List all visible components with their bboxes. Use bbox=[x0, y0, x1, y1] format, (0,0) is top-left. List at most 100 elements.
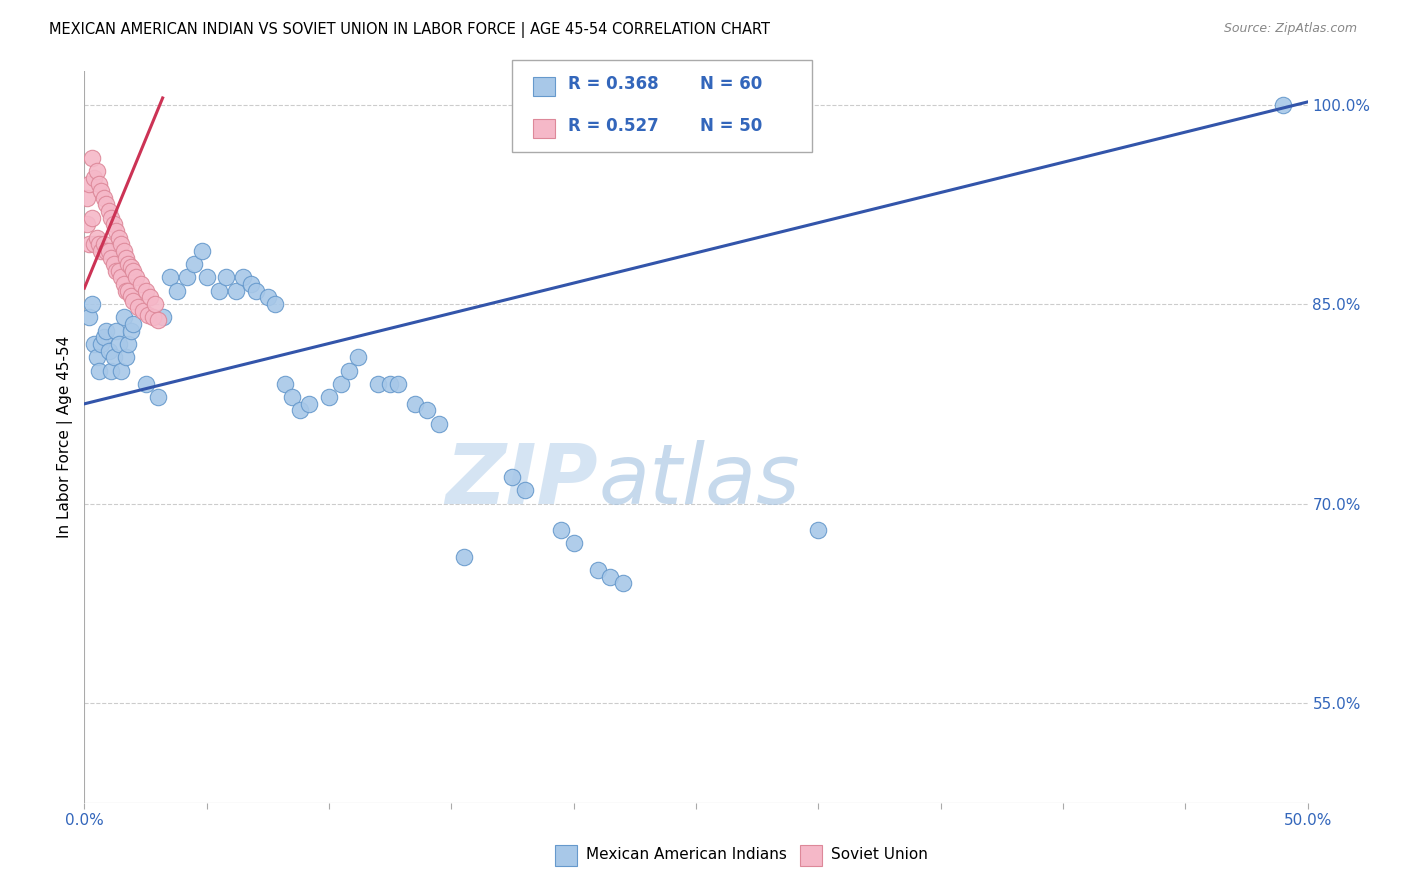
Point bbox=[367, 376, 389, 391]
Point bbox=[183, 257, 205, 271]
Point bbox=[117, 257, 139, 271]
Point bbox=[318, 390, 340, 404]
Point bbox=[107, 230, 129, 244]
Y-axis label: In Labor Force | Age 45-54: In Labor Force | Age 45-54 bbox=[58, 336, 73, 538]
Point bbox=[110, 237, 132, 252]
Point bbox=[90, 337, 112, 351]
Point bbox=[96, 197, 118, 211]
Point bbox=[208, 284, 231, 298]
Point bbox=[404, 397, 426, 411]
Point bbox=[120, 289, 142, 303]
Point bbox=[152, 310, 174, 325]
Point bbox=[232, 270, 254, 285]
Point bbox=[112, 277, 135, 292]
Point bbox=[105, 264, 128, 278]
Point bbox=[387, 376, 409, 391]
Point bbox=[80, 297, 103, 311]
Point bbox=[112, 244, 135, 258]
Text: R = 0.368: R = 0.368 bbox=[568, 75, 658, 93]
Text: R = 0.527: R = 0.527 bbox=[568, 117, 658, 135]
Point bbox=[136, 308, 159, 322]
Point bbox=[93, 237, 115, 252]
Point bbox=[97, 343, 120, 358]
Point bbox=[139, 290, 162, 304]
Point bbox=[83, 237, 105, 252]
Point bbox=[83, 170, 105, 185]
Text: MEXICAN AMERICAN INDIAN VS SOVIET UNION IN LABOR FORCE | AGE 45-54 CORRELATION C: MEXICAN AMERICAN INDIAN VS SOVIET UNION … bbox=[49, 22, 770, 38]
Point bbox=[103, 257, 125, 271]
Point bbox=[807, 523, 830, 537]
Point bbox=[83, 337, 105, 351]
FancyBboxPatch shape bbox=[555, 846, 578, 866]
Point bbox=[330, 376, 353, 391]
Point bbox=[225, 284, 247, 298]
Point bbox=[599, 570, 621, 584]
Point bbox=[93, 330, 115, 344]
Point bbox=[117, 337, 139, 351]
Point bbox=[115, 251, 138, 265]
Point bbox=[176, 270, 198, 285]
Point bbox=[112, 310, 135, 325]
Point bbox=[97, 204, 120, 219]
Text: Soviet Union: Soviet Union bbox=[831, 847, 928, 862]
Point bbox=[142, 310, 165, 325]
Point bbox=[100, 211, 122, 225]
Point bbox=[125, 270, 148, 285]
Point bbox=[107, 264, 129, 278]
Point bbox=[347, 351, 370, 365]
Point bbox=[195, 270, 218, 285]
Point bbox=[100, 251, 122, 265]
Point bbox=[115, 351, 138, 365]
Point bbox=[127, 300, 149, 314]
Point bbox=[239, 277, 262, 292]
Point bbox=[166, 284, 188, 298]
Point bbox=[191, 244, 214, 258]
Point bbox=[117, 284, 139, 298]
Point bbox=[110, 363, 132, 377]
Text: ZIP: ZIP bbox=[446, 441, 598, 522]
Point bbox=[86, 164, 108, 178]
FancyBboxPatch shape bbox=[800, 846, 823, 866]
Point bbox=[562, 536, 585, 550]
Point bbox=[257, 290, 280, 304]
Point bbox=[103, 351, 125, 365]
Point bbox=[513, 483, 536, 498]
Point bbox=[115, 284, 138, 298]
Point bbox=[129, 277, 152, 292]
Point bbox=[245, 284, 267, 298]
Text: Source: ZipAtlas.com: Source: ZipAtlas.com bbox=[1223, 22, 1357, 36]
Point bbox=[502, 470, 524, 484]
Text: atlas: atlas bbox=[598, 441, 800, 522]
Point bbox=[122, 317, 145, 331]
Point bbox=[107, 337, 129, 351]
Point bbox=[586, 563, 609, 577]
Point bbox=[87, 363, 110, 377]
Point bbox=[76, 191, 98, 205]
Point bbox=[86, 230, 108, 244]
Point bbox=[90, 244, 112, 258]
Point bbox=[264, 297, 287, 311]
Point bbox=[215, 270, 238, 285]
Point bbox=[77, 178, 100, 192]
Point bbox=[427, 417, 450, 431]
Point bbox=[416, 403, 439, 417]
Point bbox=[380, 376, 402, 391]
Point bbox=[86, 351, 108, 365]
Point bbox=[77, 237, 100, 252]
Point bbox=[159, 270, 181, 285]
Point bbox=[146, 313, 169, 327]
Point bbox=[281, 390, 304, 404]
Point bbox=[146, 390, 169, 404]
Point bbox=[105, 224, 128, 238]
Point bbox=[1272, 97, 1295, 112]
Point bbox=[87, 178, 110, 192]
Point bbox=[135, 284, 157, 298]
Point bbox=[337, 363, 360, 377]
FancyBboxPatch shape bbox=[513, 61, 813, 152]
Point bbox=[122, 264, 145, 278]
Point bbox=[90, 184, 112, 198]
Point bbox=[550, 523, 572, 537]
Point bbox=[96, 244, 118, 258]
Text: N = 50: N = 50 bbox=[700, 117, 762, 135]
Point bbox=[298, 397, 321, 411]
